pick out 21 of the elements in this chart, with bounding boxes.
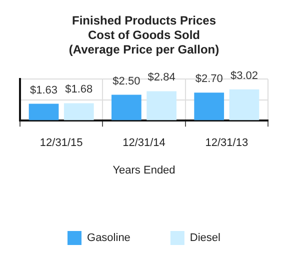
data-label: $2.70 <box>195 73 223 86</box>
x-tick-label: 12/31/15 <box>40 137 83 150</box>
x-axis-title: Years Ended <box>112 164 176 176</box>
legend-label: Gasoline <box>87 232 130 244</box>
x-tick-label: 12/31/13 <box>205 137 248 150</box>
data-label: $2.50 <box>112 75 140 88</box>
bar <box>112 94 142 120</box>
legend-label: Diesel <box>190 232 220 244</box>
bar <box>146 91 176 120</box>
data-label: $3.02 <box>230 70 258 82</box>
text: Cost of Goods Sold <box>88 28 200 42</box>
data-label: $1.68 <box>65 84 93 96</box>
bar <box>194 92 224 120</box>
bar <box>229 89 260 120</box>
x-tick-label: 12/31/14 <box>122 137 166 150</box>
data-label: $2.84 <box>148 72 176 84</box>
bar <box>28 104 59 120</box>
text: (Average Price per Gallon) <box>68 42 220 56</box>
bar <box>64 103 94 120</box>
text: Finished Products Prices <box>72 14 216 28</box>
data-label: $1.63 <box>30 84 58 96</box>
